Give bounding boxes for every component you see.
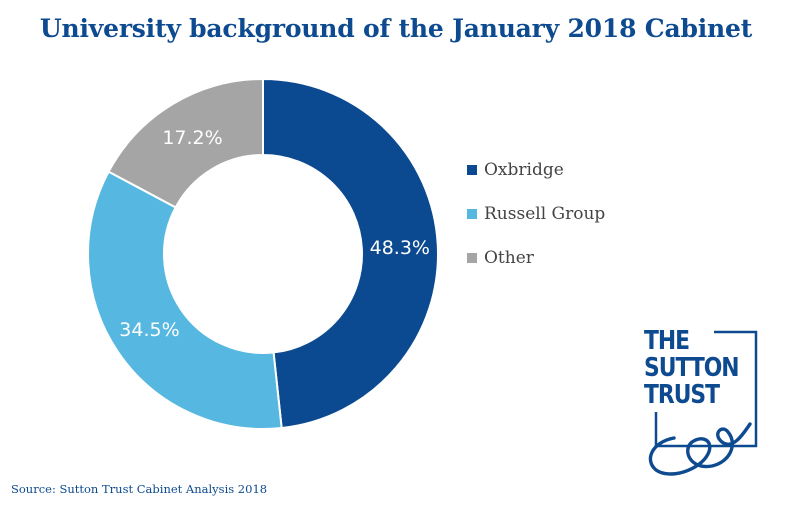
logo-line-sutton: SUTTON [644, 353, 740, 383]
source-note: Source: Sutton Trust Cabinet Analysis 20… [11, 482, 268, 496]
slice-russell-group [87, 170, 283, 430]
legend-item-russell-group: Russell Group [467, 192, 605, 236]
donut-slices [87, 77, 439, 430]
slice-labels: 48.3% 34.5% 17.2% [119, 127, 430, 341]
legend-label-oxbridge: Oxbridge [484, 160, 564, 180]
slice-other [107, 77, 264, 209]
chart-title: University background of the January 201… [39, 14, 753, 43]
sutton-trust-logo: THE SUTTON TRUST [642, 326, 762, 484]
logo-graphic [648, 330, 758, 476]
legend-item-other: Other [467, 236, 605, 280]
slice-label-oxbridge: 48.3% [370, 237, 430, 259]
logo-line-trust: TRUST [644, 380, 720, 410]
legend-swatch-oxbridge [467, 165, 477, 175]
chart-legend: Oxbridge Russell Group Other [467, 148, 605, 280]
legend-label-russell-group: Russell Group [484, 204, 606, 224]
slice-label-russell-group: 34.5% [119, 319, 179, 341]
logo-wordmark: THE SUTTON TRUST [644, 326, 740, 410]
logo-line-the: THE [644, 326, 690, 356]
slice-oxbridge [262, 77, 439, 430]
legend-item-oxbridge: Oxbridge [467, 148, 605, 192]
slice-label-other: 17.2% [162, 127, 222, 149]
legend-label-other: Other [484, 248, 534, 268]
legend-swatch-russell-group [467, 209, 477, 219]
legend-swatch-other [467, 253, 477, 263]
